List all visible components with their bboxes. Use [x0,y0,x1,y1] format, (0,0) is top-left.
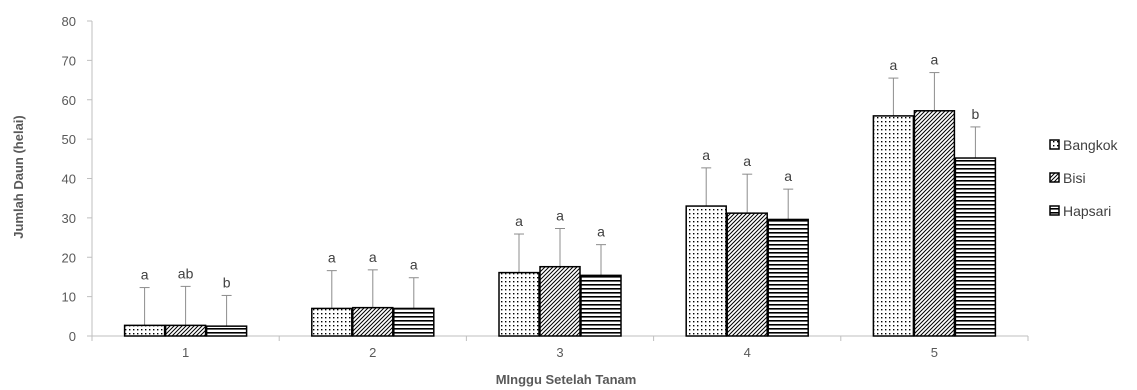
legend-swatch-hapsari [1049,205,1060,216]
significance-label: ab [178,265,194,281]
significance-label: a [369,249,377,265]
x-tick-label: 1 [182,345,189,360]
y-tick-label: 30 [62,211,76,226]
significance-label: a [515,213,523,229]
y-tick-label: 0 [69,329,76,344]
legend-swatch-bisi [1049,172,1060,183]
y-tick-label: 10 [62,290,76,305]
y-axis: 0 10 20 30 40 50 60 70 80 [62,14,93,344]
significance-label: a [141,267,149,283]
x-axis: 1 2 3 4 5 [91,335,1029,360]
y-tick-label: 50 [62,132,76,147]
bar-bangkok-week-1 [123,324,166,337]
significance-label: a [931,52,939,68]
bar-bisi-week-4 [726,212,768,337]
significance-label: a [702,147,710,163]
legend: Bangkok Bisi Hapsari [1049,137,1118,219]
bar-hapsari-week-5 [954,157,997,337]
bar-bangkok-week-2 [311,307,353,337]
x-tick-label: 3 [556,345,563,360]
bar-hapsari-week-4 [767,218,809,337]
significance-label: a [784,168,792,184]
significance-label: a [328,250,336,266]
significance-label: a [597,224,605,240]
error-bars [139,72,981,327]
bar-bisi-week-5 [913,110,956,337]
bar-bisi-week-3 [539,265,581,337]
y-tick-label: 60 [62,93,76,108]
y-tick-label: 70 [62,53,76,68]
legend-swatch-bangkok [1049,139,1060,150]
bar-hapsari-week-1 [205,325,248,337]
x-tick-label: 5 [931,345,938,360]
significance-label: b [972,106,980,122]
legend-label-bangkok: Bangkok [1063,137,1118,153]
significance-label: a [556,208,564,224]
y-tick-label: 20 [62,250,76,265]
y-axis-title: Jumlah Daun (helai) [11,115,26,239]
bar-bangkok-week-4 [685,205,727,337]
y-tick-label: 40 [62,172,76,187]
significance-label: a [890,57,898,73]
bar-bangkok-week-5 [872,115,915,337]
legend-label-hapsari: Hapsari [1063,203,1111,219]
bar-hapsari-week-3 [580,274,622,337]
bar-hapsari-week-2 [393,307,435,337]
significance-label: a [743,153,751,169]
significance-label: a [410,257,418,273]
bar-bisi-week-1 [164,324,207,337]
y-tick-label: 80 [62,14,76,29]
legend-label-bisi: Bisi [1063,170,1086,186]
x-axis-title: MInggu Setelah Tanam [496,372,637,387]
x-tick-label: 2 [369,345,376,360]
significance-label: b [223,274,231,290]
x-tick-label: 4 [744,345,751,360]
bar-bisi-week-2 [352,306,394,337]
bars [123,110,997,337]
bar-bangkok-week-3 [498,271,540,337]
